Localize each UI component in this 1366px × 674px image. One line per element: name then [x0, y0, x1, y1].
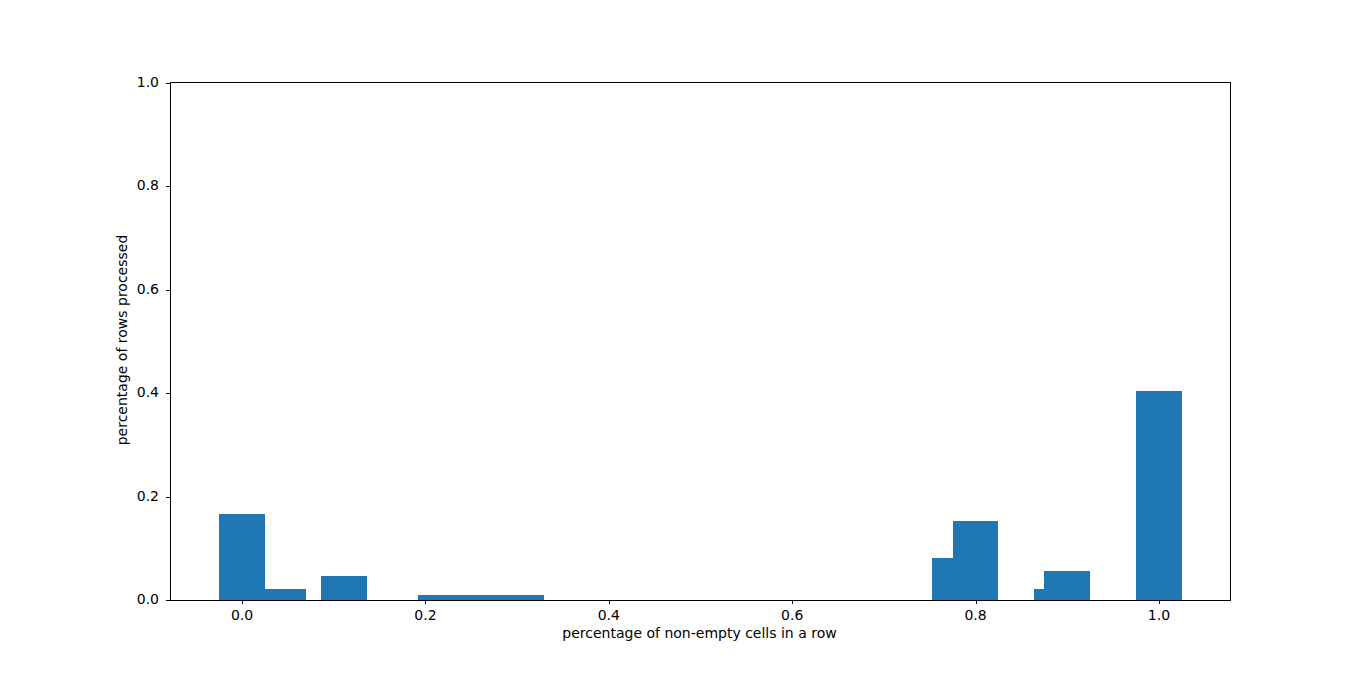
bar	[260, 589, 306, 600]
x-tick-label: 0.0	[218, 607, 266, 623]
bar	[219, 514, 265, 600]
x-tick-label: 0.8	[952, 607, 1000, 623]
x-tick-label: 0.2	[401, 607, 449, 623]
y-tick-mark	[166, 497, 170, 498]
bar	[1044, 571, 1090, 600]
y-tick-mark	[166, 393, 170, 394]
x-axis-label: percentage of non-empty cells in a row	[170, 625, 1229, 641]
y-tick-label: 0.8	[115, 177, 159, 193]
y-tick-label: 0.2	[115, 488, 159, 504]
y-tick-label: 1.0	[115, 74, 159, 90]
x-tick-label: 0.4	[585, 607, 633, 623]
bar	[1136, 391, 1182, 600]
bar	[458, 595, 504, 600]
x-tick-label: 1.0	[1135, 607, 1183, 623]
x-tick-mark	[976, 600, 977, 604]
bar	[498, 595, 544, 600]
y-tick-label: 0.0	[115, 591, 159, 607]
x-tick-mark	[1159, 600, 1160, 604]
plot-area: 0.00.20.40.60.81.00.00.20.40.60.81.0	[170, 82, 1231, 601]
x-tick-mark	[792, 600, 793, 604]
x-tick-mark	[609, 600, 610, 604]
x-tick-mark	[425, 600, 426, 604]
y-axis-label: percentage of rows processed	[114, 235, 130, 446]
x-tick-label: 0.6	[768, 607, 816, 623]
figure: 0.00.20.40.60.81.00.00.20.40.60.81.0 per…	[0, 0, 1366, 674]
y-tick-mark	[166, 186, 170, 187]
bar	[953, 521, 999, 600]
bar	[321, 576, 367, 600]
y-tick-mark	[166, 83, 170, 84]
x-tick-mark	[242, 600, 243, 604]
y-tick-mark	[166, 600, 170, 601]
y-tick-mark	[166, 290, 170, 291]
